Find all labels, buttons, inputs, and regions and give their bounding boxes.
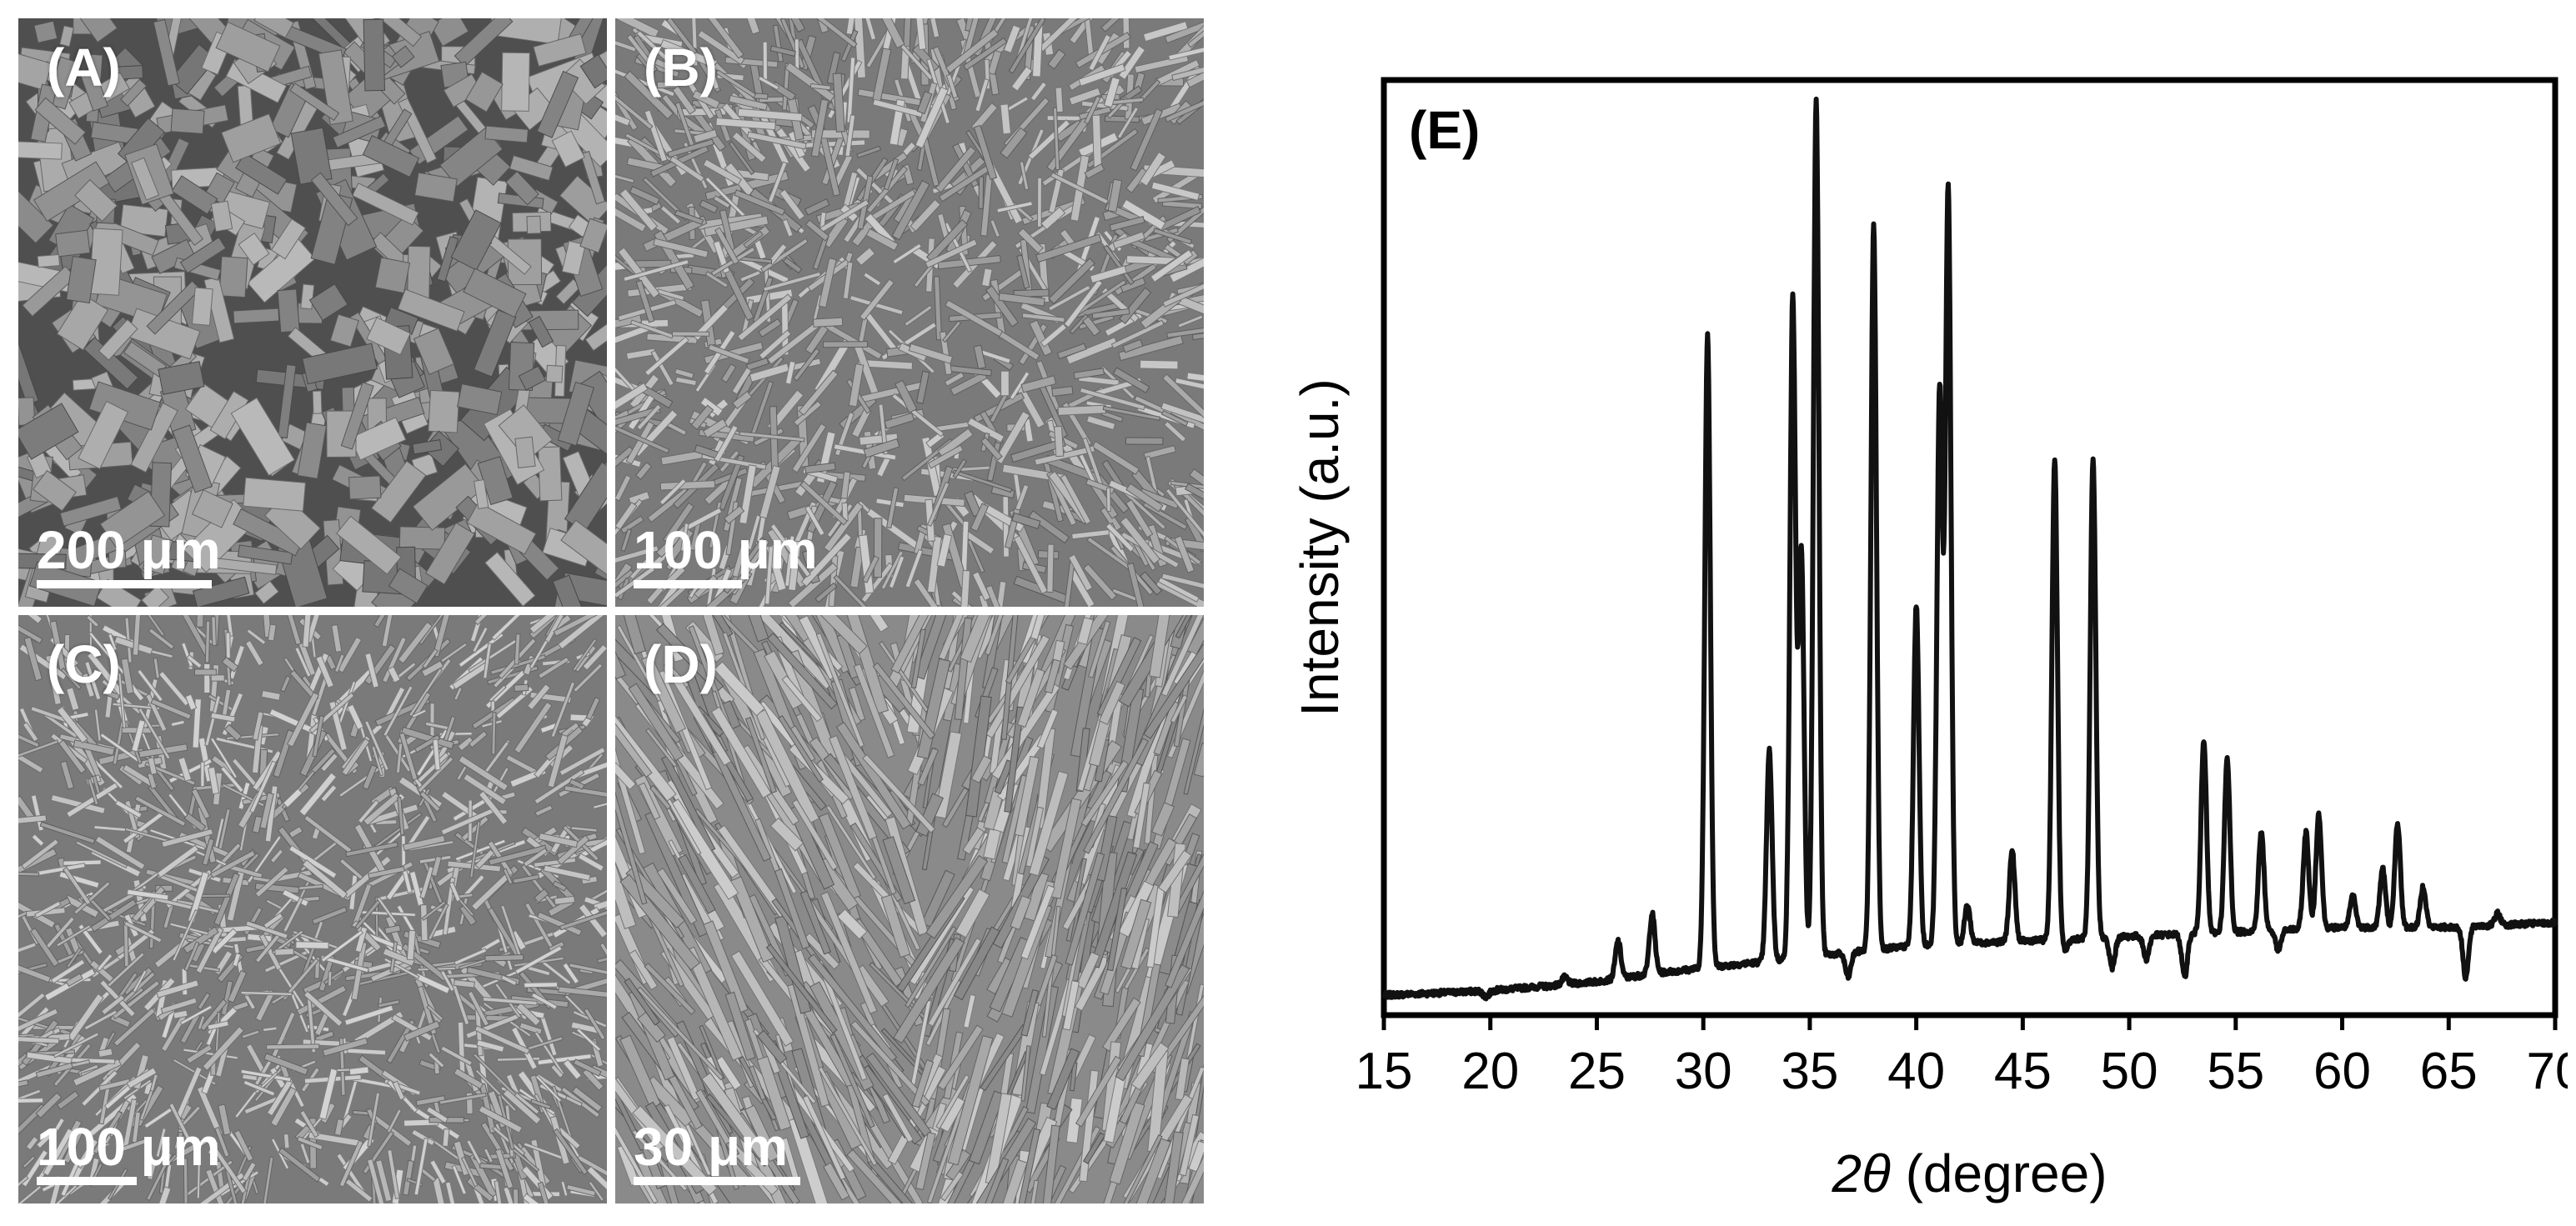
sem-image-d: (D) 30 μm	[615, 615, 1204, 1203]
scalebar-line-d	[634, 1177, 800, 1185]
xrd-series-line	[1381, 96, 2558, 1002]
scalebar-d: 30 μm	[634, 1120, 800, 1185]
x-axis-label: 2θ (degree)	[1832, 1143, 2107, 1203]
sem-image-a: (A) 200 μm	[18, 18, 607, 607]
x-tick-label: 25	[1568, 1043, 1626, 1100]
x-tick-label: 65	[2420, 1043, 2478, 1100]
x-tick-label: 45	[1994, 1043, 2052, 1100]
x-tick-label: 35	[1781, 1043, 1838, 1100]
panel-label-a: (A)	[47, 38, 121, 98]
x-axis-ticks: 15 20 25 30 35 40 45 50 55 60 65 70	[1356, 1015, 2568, 1100]
x-tick-label: 40	[1887, 1043, 1945, 1100]
scalebar-text-d: 30 μm	[634, 1117, 789, 1177]
scalebar-line-a	[37, 580, 212, 588]
sem-texture-a	[18, 18, 607, 607]
x-tick-label: 20	[1461, 1043, 1519, 1100]
sem-image-c: (C) 100 μm	[18, 615, 607, 1203]
scalebar-a: 200 μm	[37, 523, 221, 588]
scalebar-line-c	[37, 1177, 137, 1185]
scalebar-c: 100 μm	[37, 1120, 221, 1185]
scalebar-line-b	[634, 580, 742, 588]
scalebar-text-a: 200 μm	[37, 520, 221, 580]
plot-frame	[1381, 77, 2558, 1018]
sem-texture-b	[615, 18, 1204, 607]
panel-label-e: (E)	[1409, 100, 1480, 160]
scalebar-text-b: 100 μm	[634, 520, 818, 580]
panel-label-b: (B)	[644, 38, 718, 98]
x-tick-label: 60	[2313, 1043, 2371, 1100]
x-tick-label: 70	[2527, 1043, 2568, 1100]
sem-texture-c	[18, 615, 607, 1203]
x-tick-label: 30	[1675, 1043, 1732, 1100]
x-tick-label: 15	[1356, 1043, 1413, 1100]
scalebar-b: 100 μm	[634, 523, 818, 588]
y-axis-label: Intensity (a.u.)	[1290, 378, 1350, 717]
xrd-chart: 15 20 25 30 35 40 45 50 55 60 65 70 (E) 2θ (degree)…	[1290, 77, 2568, 1203]
sem-texture-d	[615, 615, 1204, 1203]
x-tick-label: 55	[2207, 1043, 2264, 1100]
panel-label-c: (C)	[47, 634, 121, 694]
scalebar-text-c: 100 μm	[37, 1117, 221, 1177]
panel-label-d: (D)	[644, 634, 718, 694]
sem-image-b: (B) 100 μm	[615, 18, 1204, 607]
x-tick-label: 50	[2101, 1043, 2158, 1100]
